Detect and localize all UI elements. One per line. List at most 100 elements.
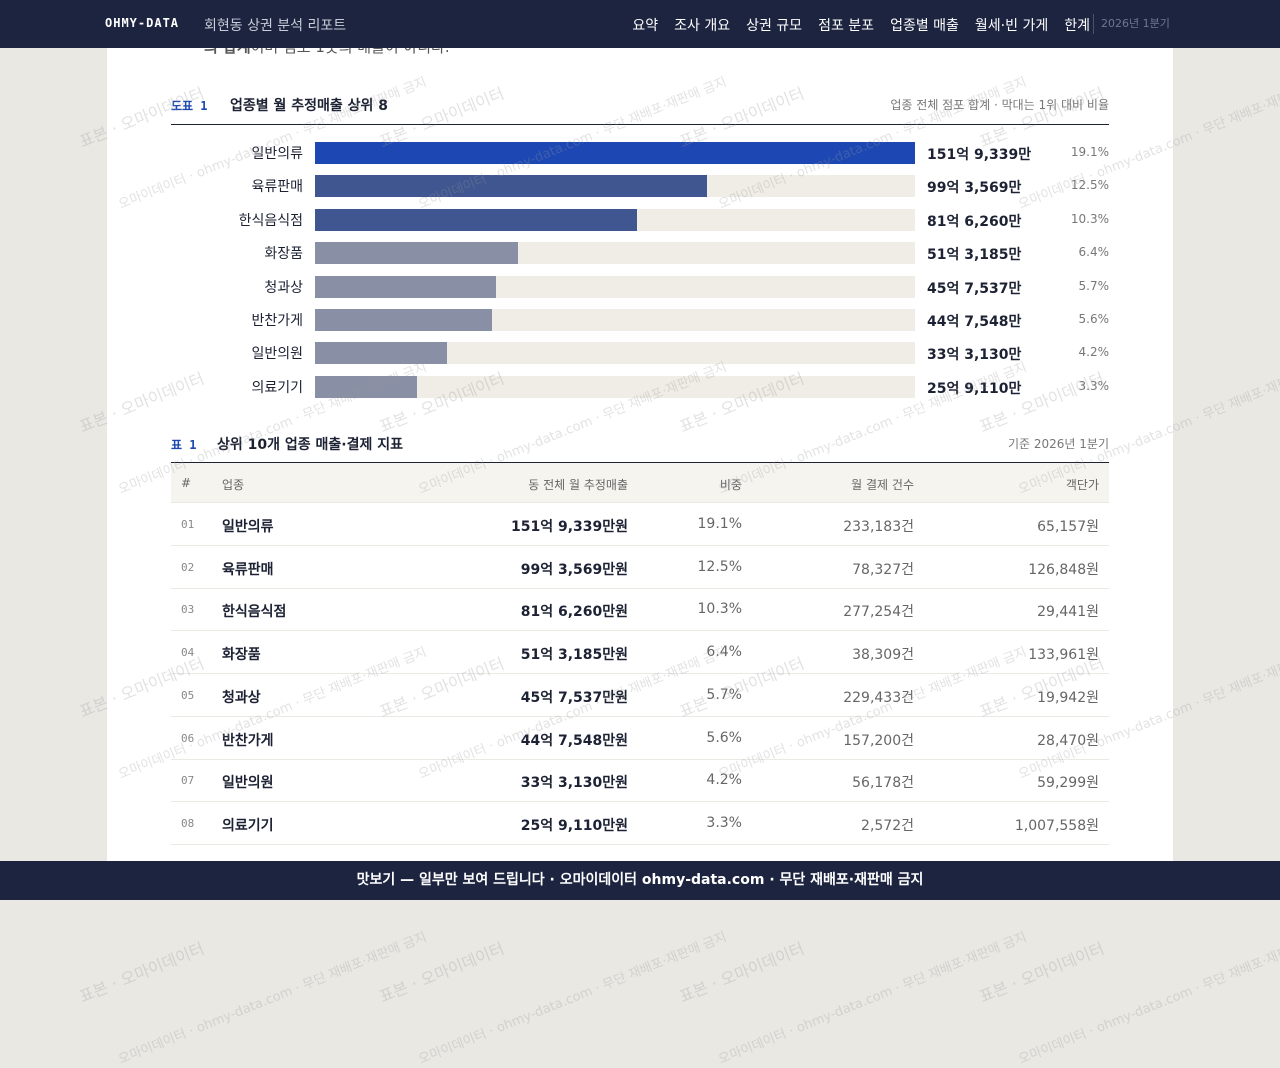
value-label: 51억 3,185만 [927, 247, 1022, 264]
table-tag: 표 1 [171, 438, 197, 452]
nav-link[interactable]: 업종별 매출 [890, 18, 959, 34]
value-label: 99억 3,569만 [927, 180, 1022, 197]
watermark: 오마이데이터 · ohmy-data.com · 무단 재배포·재판매 금지 [416, 929, 729, 1068]
bar [315, 375, 418, 398]
cell: 59,299원 [1037, 775, 1099, 792]
bar [315, 242, 518, 265]
category-label: 반찬가게 [251, 313, 303, 329]
share-label: 12.5% [1070, 178, 1109, 193]
bar [315, 142, 915, 164]
table-note: 기준 2026년 1분기 [1007, 437, 1109, 451]
category-label: 의료기기 [251, 379, 303, 396]
category-label: 화장품 [264, 246, 303, 263]
nav-link[interactable]: 조사 개요 [674, 18, 731, 34]
share-label: 10.3% [1070, 211, 1109, 226]
cell: 81억 6,260만원 [520, 604, 628, 621]
cell: 06 [181, 731, 195, 745]
column-header: 비중 [719, 478, 742, 492]
cell: 44억 7,548만원 [520, 732, 628, 749]
cell: 07 [181, 774, 195, 788]
cell: 38,309건 [852, 647, 914, 664]
share-label: 4.2% [1078, 345, 1110, 360]
bar-track [315, 342, 915, 365]
cell: 3.3% [706, 814, 742, 831]
cell: 33억 3,130만원 [520, 775, 628, 792]
watermark: 오마이데이터 · ohmy-data.com · 무단 재배포·재판매 금지 [1016, 930, 1280, 1068]
cell: 5.6% [706, 729, 742, 746]
cell: 151억 9,339만원 [510, 519, 628, 535]
bar [315, 309, 492, 331]
report-name: 회현동 상권 분석 리포트 [204, 18, 347, 34]
figure-note: 업종 전체 점포 합계 · 막대는 1위 대비 비율 [890, 98, 1109, 112]
table-row: 08 의료기기 25억 9,110만원 3.3% 2,572건 1,007,558원 [171, 802, 1109, 845]
category-label: 청과상 [264, 279, 303, 296]
cell: 02 [181, 560, 195, 574]
value-label: 33억 3,130만 [927, 347, 1022, 364]
column-header: # [181, 476, 192, 490]
nav-link[interactable]: 월세·빈 가게 [974, 18, 1049, 34]
table-title: 상위 10개 업종 매출·결제 지표 [217, 437, 403, 453]
cell: 2,572건 [861, 817, 914, 834]
cell: 133,961원 [1028, 647, 1099, 664]
bar [315, 175, 708, 198]
share-label: 5.6% [1078, 312, 1110, 326]
column-header: 객단가 [1065, 478, 1099, 492]
cell: 04 [181, 646, 195, 660]
cell: 일반의원 [222, 775, 274, 792]
cell: 01 [181, 518, 195, 531]
cell: 4.2% [706, 772, 742, 789]
figure-title: 업종별 월 추정매출 상위 8 [230, 98, 389, 114]
cell: 157,200건 [843, 732, 914, 749]
cell: 08 [181, 816, 195, 830]
watermark: 표본 · 오마이데이터 [376, 938, 507, 1007]
cell: 99억 3,569만원 [520, 561, 628, 578]
nav-link[interactable]: 한계 [1064, 18, 1090, 34]
table-row: 04 화장품 51억 3,185만원 6.4% 38,309건 133,961원 [171, 631, 1109, 675]
cell: 29,441원 [1037, 604, 1099, 621]
table-row: 03 한식음식점 81억 6,260만원 10.3% 277,254건 29,441원 [171, 588, 1109, 632]
nav-link[interactable]: 요약 [632, 18, 659, 34]
watermark: 표본 · 오마이데이터 [976, 938, 1107, 1007]
column-header: 동 전체 월 추정매출 [528, 478, 628, 492]
share-label: 5.7% [1078, 278, 1110, 293]
table-row: 07 일반의원 33억 3,130만원 4.2% 56,178건 59,299원 [171, 759, 1109, 803]
period: 2026년 1분기 [1093, 14, 1170, 34]
table-row: 05 청과상 45억 7,537만원 5.7% 229,433건 19,942원 [171, 674, 1109, 717]
cell: 229,433건 [843, 689, 914, 706]
table-row: 06 반찬가게 44억 7,548만원 5.6% 157,200건 28,470원 [171, 717, 1109, 760]
watermark: 오마이데이터 · ohmy-data.com · 무단 재배포·재판매 금지 [116, 929, 429, 1068]
watermark: 표본 · 오마이데이터 [676, 938, 807, 1007]
column-header: 월 결제 건수 [851, 478, 914, 492]
bar-track [315, 375, 915, 398]
cell: 28,470원 [1037, 732, 1099, 749]
watermark: 표본 · 오마이데이터 [76, 938, 207, 1007]
nav-link[interactable]: 상권 규모 [746, 18, 803, 34]
value-label: 81억 6,260만 [927, 213, 1022, 230]
rule [171, 124, 1109, 125]
cell: 19.1% [697, 516, 742, 532]
value-label: 45억 7,537만 [927, 280, 1022, 297]
cell: 한식음식점 [222, 604, 287, 621]
table-header: # 업종 동 전체 월 추정매출 비중 월 결제 건수 객단가 [171, 463, 1109, 503]
cell: 51억 3,185만원 [520, 647, 628, 664]
cell: 03 [181, 603, 195, 617]
cell: 126,848원 [1028, 561, 1099, 578]
header: OHMY-DATA 회현동 상권 분석 리포트 요약 조사 개요 상권 규모 점포 분… [0, 0, 1280, 48]
cell: 12.5% [697, 558, 742, 575]
cell: 6.4% [706, 644, 742, 661]
cell: 화장품 [222, 647, 261, 664]
cell: 10.3% [697, 601, 742, 618]
cell: 233,183건 [843, 519, 914, 535]
table-row: 01 일반의류 151억 9,339만원 19.1% 233,183건 65,157원 [171, 503, 1109, 546]
cell: 19,942원 [1037, 689, 1099, 706]
brand[interactable]: OHMY-DATA [105, 16, 180, 30]
cell: 육류판매 [222, 561, 274, 578]
cell: 45억 7,537만원 [520, 689, 628, 706]
bar [315, 208, 638, 231]
nav-link[interactable]: 점포 분포 [818, 18, 875, 34]
cell: 277,254건 [843, 604, 914, 621]
cell: 반찬가게 [222, 732, 274, 749]
column-header: 업종 [222, 478, 245, 492]
bar [315, 275, 496, 298]
